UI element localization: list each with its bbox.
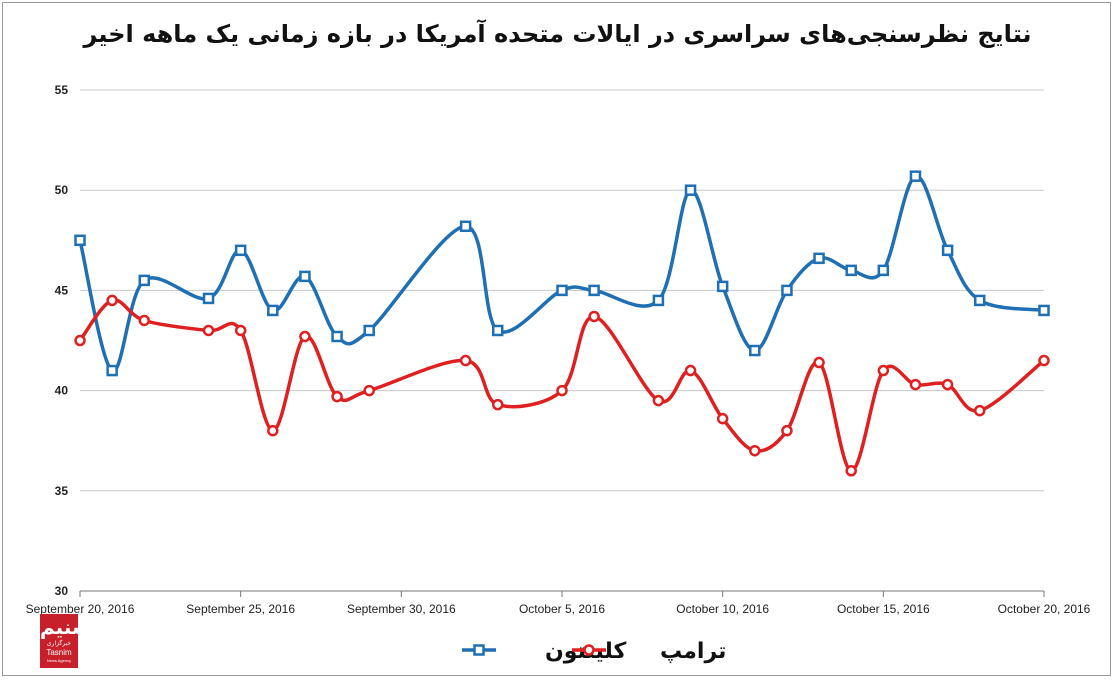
series-1	[74, 170, 1050, 377]
data-point	[459, 220, 472, 233]
y-tick-label: 55	[55, 83, 69, 97]
data-point	[74, 234, 86, 247]
tasnim-logo: تسنیم خبرگزاری Tasnim News Agency	[40, 614, 78, 668]
data-point	[909, 378, 922, 391]
data-point	[781, 424, 793, 437]
data-point	[74, 334, 86, 347]
y-axis-ticks: 30 35 40 45 50 55	[55, 83, 69, 598]
data-point	[234, 244, 247, 257]
y-tick-label: 30	[55, 584, 69, 598]
data-point	[813, 252, 825, 265]
x-tick-label: September 30, 2016	[347, 602, 456, 616]
data-point	[299, 330, 311, 343]
data-point	[973, 404, 986, 417]
data-point	[845, 465, 857, 477]
data-point	[267, 424, 279, 437]
data-point	[749, 444, 761, 457]
x-axis: September 20, 2016 September 25, 2016 Sept…	[26, 590, 1091, 616]
data-point	[652, 394, 665, 407]
data-point	[845, 264, 857, 277]
data-point	[588, 310, 600, 323]
x-tick-label: September 25, 2016	[186, 602, 295, 616]
data-point	[684, 364, 697, 377]
series-group	[74, 170, 1050, 477]
data-point	[556, 384, 568, 397]
data-point	[941, 244, 954, 257]
data-point	[491, 398, 504, 411]
series-line	[78, 174, 1045, 373]
data-point	[877, 264, 890, 277]
logo-name: Tasnim	[46, 648, 72, 657]
legend-label: ترامپ	[660, 639, 726, 664]
x-tick-label: October 20, 2016	[998, 602, 1091, 616]
x-tick-label: October 15, 2016	[837, 602, 930, 616]
x-tick-label: October 10, 2016	[676, 602, 769, 616]
y-tick-label: 35	[55, 484, 69, 498]
data-point	[331, 330, 343, 343]
y-tick-label: 50	[55, 183, 69, 197]
logo-mark: تسنیم	[40, 615, 78, 639]
x-tick-label: October 5, 2016	[519, 602, 605, 616]
data-point	[267, 304, 279, 317]
data-point	[202, 292, 215, 305]
data-point	[363, 384, 375, 397]
data-point	[652, 294, 665, 307]
y-tick-label: 45	[55, 283, 69, 297]
data-point	[459, 354, 472, 367]
data-point	[106, 294, 118, 307]
data-point	[138, 274, 151, 287]
data-point	[106, 364, 118, 377]
data-point	[138, 314, 151, 327]
data-point	[909, 170, 922, 182]
legend-marker	[583, 644, 595, 656]
data-point	[299, 270, 311, 283]
data-point	[331, 390, 343, 403]
data-point	[716, 280, 729, 293]
series-2	[74, 294, 1050, 477]
legend: کلینتونترامپ	[462, 639, 726, 664]
data-point	[813, 356, 825, 369]
data-point	[234, 324, 247, 337]
data-point	[556, 284, 568, 297]
chart-title: نتایج نظرسنجی‌های سراسری در ایالات متحده…	[83, 20, 1032, 48]
data-point	[716, 412, 729, 425]
logo-subtitle: خبرگزاری	[46, 640, 72, 647]
data-point	[684, 184, 697, 196]
y-tick-label: 40	[55, 384, 69, 398]
data-point	[491, 324, 504, 337]
logo-agency: News Agency	[46, 658, 72, 663]
data-point	[781, 284, 793, 297]
data-point	[1038, 354, 1050, 367]
data-point	[973, 294, 986, 307]
legend-marker	[473, 644, 485, 656]
data-point	[877, 364, 890, 377]
data-point	[363, 324, 375, 337]
data-point	[749, 344, 761, 357]
data-point	[941, 378, 954, 391]
data-point	[588, 284, 600, 297]
x-tick-label: September 20, 2016	[26, 602, 135, 616]
data-point	[1038, 304, 1050, 317]
data-point	[202, 324, 215, 337]
